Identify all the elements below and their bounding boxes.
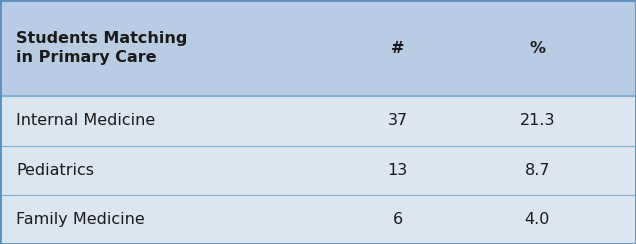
Text: Students Matching
in Primary Care: Students Matching in Primary Care <box>16 31 187 65</box>
Text: 21.3: 21.3 <box>520 113 555 129</box>
Text: 6: 6 <box>392 212 403 227</box>
Bar <box>0 0 636 96</box>
Bar <box>0 195 636 244</box>
Text: %: % <box>529 41 546 56</box>
Text: #: # <box>391 41 404 56</box>
Text: Family Medicine: Family Medicine <box>16 212 144 227</box>
Text: 37: 37 <box>387 113 408 129</box>
Bar <box>0 96 636 146</box>
Bar <box>0 146 636 195</box>
Text: 8.7: 8.7 <box>525 163 550 178</box>
Text: Pediatrics: Pediatrics <box>16 163 94 178</box>
Text: 13: 13 <box>387 163 408 178</box>
Text: Internal Medicine: Internal Medicine <box>16 113 155 129</box>
Text: 4.0: 4.0 <box>525 212 550 227</box>
